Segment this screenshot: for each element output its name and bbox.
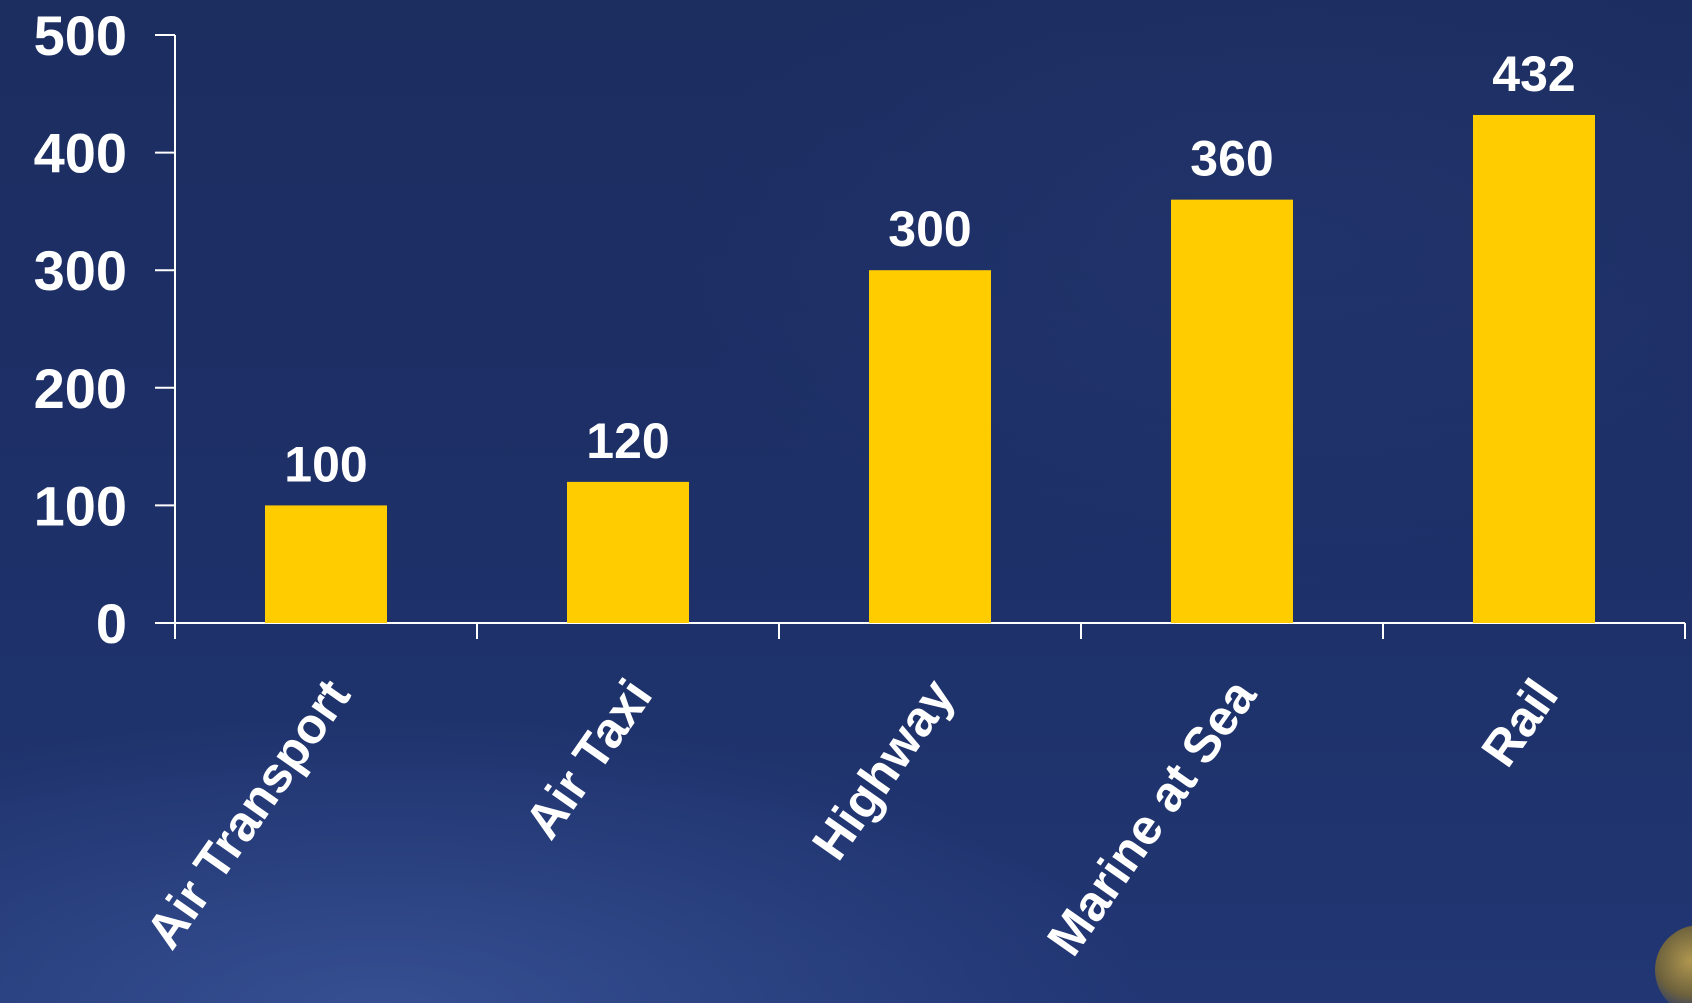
y-tick-label: 500 [34,4,127,67]
bars [265,114,1595,623]
x-category-label: Marine at Sea [1036,668,1267,965]
x-category-label: Air Taxi [514,669,663,848]
y-tick-label: 100 [34,474,127,537]
bar-value-label: 360 [1190,131,1273,187]
bar [567,481,689,623]
x-category-label: Air Transport [135,669,361,959]
axes: 0 100 200 300 400 500 [34,4,1686,655]
bar [1171,199,1293,623]
x-category-label: Rail [1471,669,1569,776]
bar-value-label: 120 [586,413,669,469]
y-tick-label: 0 [96,592,127,655]
bar [1473,114,1595,623]
y-tick-label: 200 [34,357,127,420]
y-tick-label: 300 [34,239,127,302]
bar [265,505,387,623]
bar-value-label: 300 [888,201,971,257]
bar-value-label: 100 [284,436,367,492]
x-category-label: Highway [801,669,965,870]
bar-value-label: 432 [1492,46,1575,102]
bar [869,270,991,623]
y-tick-label: 400 [34,122,127,185]
